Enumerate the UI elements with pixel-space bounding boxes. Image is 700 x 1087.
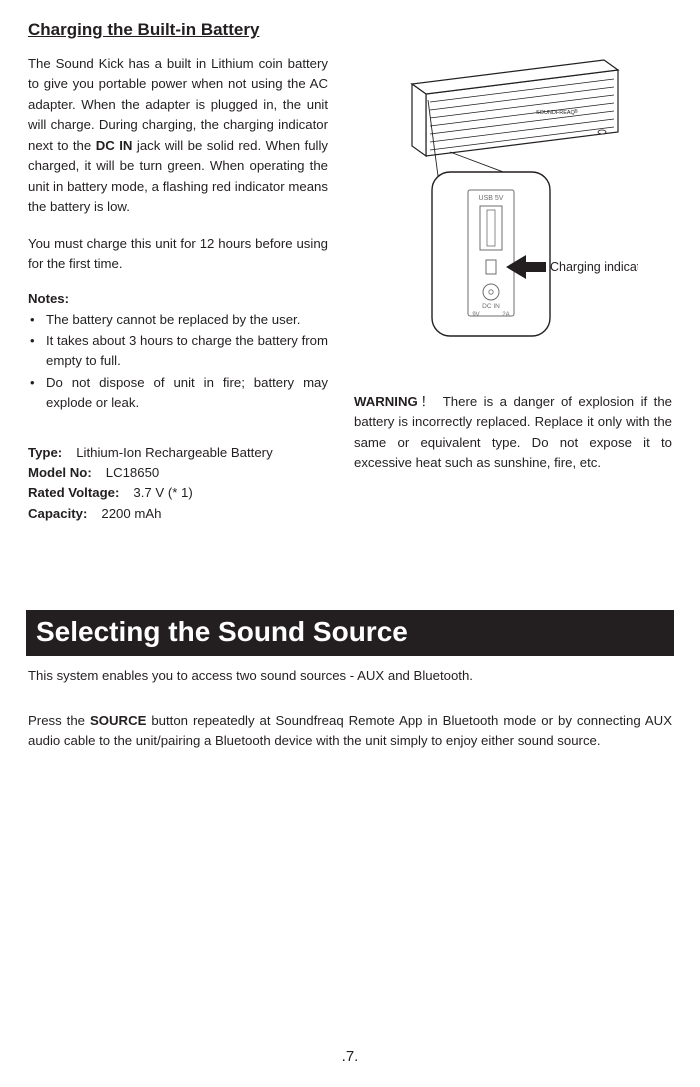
spec-type: Type:Lithium-Ion Rechargeable Battery (28, 443, 328, 463)
list-item: The battery cannot be replaced by the us… (28, 310, 328, 330)
charge-first-time-note: You must charge this unit for 12 hours b… (28, 234, 328, 275)
charging-indicator-label: Charging indicator (550, 260, 638, 274)
sound-source-instructions: Press the SOURCE button repeatedly at So… (28, 711, 672, 752)
section-title-charging: Charging the Built-in Battery (28, 20, 672, 40)
warning-paragraph: WARNING！ There is a danger of explosion … (354, 392, 672, 474)
svg-text:®: ® (574, 108, 578, 115)
sound-source-intro: This system enables you to access two so… (28, 666, 672, 686)
list-item: It takes about 3 hours to charge the bat… (28, 331, 328, 371)
section-title-sound-source: Selecting the Sound Source (26, 610, 674, 656)
device-diagram: SOUNDFREAQ ® USB 5V (388, 54, 638, 354)
usb-label: USB 5V (479, 195, 504, 202)
intro-paragraph: The Sound Kick has a built in Lithium co… (28, 54, 328, 218)
notes-heading: Notes: (28, 291, 328, 306)
right-column: SOUNDFREAQ ® USB 5V (354, 54, 672, 524)
svg-text:9V: 9V (472, 312, 479, 318)
dc-in-label: DC IN (482, 303, 500, 310)
spec-voltage: Rated Voltage:3.7 V (* 1) (28, 483, 328, 503)
page-number: .7. (0, 1048, 700, 1065)
spec-capacity: Capacity:2200 mAh (28, 504, 328, 524)
notes-list: The battery cannot be replaced by the us… (28, 310, 328, 413)
two-column-layout: The Sound Kick has a built in Lithium co… (28, 54, 672, 524)
list-item: Do not dispose of unit in fire; battery … (28, 373, 328, 413)
spec-model: Model No:LC18650 (28, 463, 328, 483)
brand-label: SOUNDFREAQ (536, 110, 576, 116)
svg-text:2A: 2A (502, 312, 509, 318)
left-column: The Sound Kick has a built in Lithium co… (28, 54, 328, 524)
